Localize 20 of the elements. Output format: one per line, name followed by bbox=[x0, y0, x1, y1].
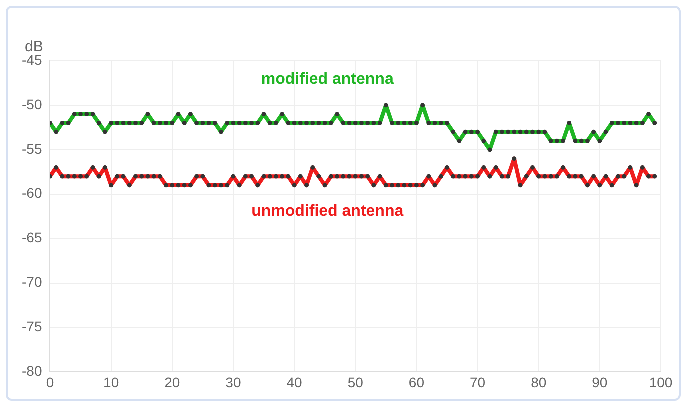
y-tick-label: -65 bbox=[22, 230, 42, 246]
series-label: modified antenna bbox=[261, 70, 394, 88]
x-tick-label: 40 bbox=[286, 374, 303, 390]
y-tick-label: -50 bbox=[22, 96, 42, 112]
x-tick-label: 70 bbox=[470, 374, 486, 390]
y-tick-label: -55 bbox=[22, 140, 42, 157]
y-tick-label: -75 bbox=[22, 318, 42, 335]
x-tick-label: 0 bbox=[46, 374, 54, 390]
x-tick-label: 90 bbox=[592, 374, 608, 390]
y-tick-label: -80 bbox=[22, 363, 42, 380]
x-tick-label: 100 bbox=[649, 374, 673, 390]
x-tick-label: 50 bbox=[348, 374, 364, 390]
x-tick-label: 60 bbox=[408, 374, 425, 390]
series-label: unmodified antenna bbox=[252, 202, 404, 220]
y-tick-label: -70 bbox=[22, 274, 42, 290]
x-tick-label: 20 bbox=[164, 374, 180, 390]
x-tick-label: 80 bbox=[531, 374, 547, 390]
x-tick-label: 30 bbox=[226, 374, 242, 390]
y-tick-label: -60 bbox=[22, 185, 42, 202]
x-tick-label: 10 bbox=[104, 374, 120, 390]
